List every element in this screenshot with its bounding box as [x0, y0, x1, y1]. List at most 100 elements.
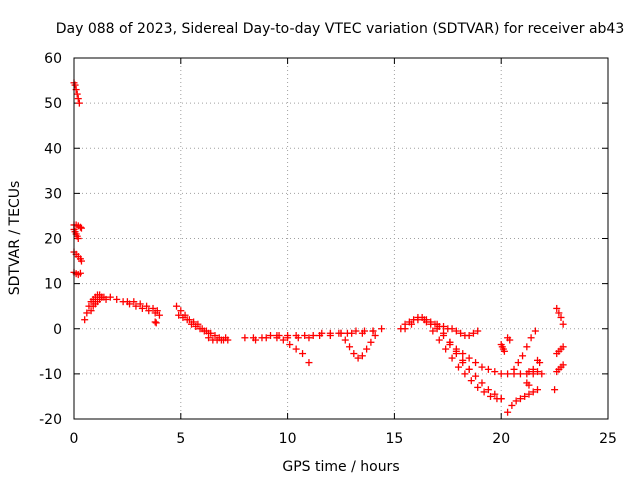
series-24 [497, 341, 508, 355]
data-point [205, 334, 213, 342]
data-point [491, 368, 499, 376]
data-point [350, 350, 358, 358]
data-point [491, 390, 499, 398]
data-point [521, 392, 529, 400]
data-point [267, 332, 275, 340]
data-point [83, 309, 91, 317]
x-tick-label: 5 [176, 431, 185, 447]
y-tick-label: 50 [44, 96, 62, 112]
data-point [506, 336, 514, 344]
data-point [305, 334, 313, 342]
data-point [519, 352, 527, 360]
data-point [294, 334, 302, 342]
data-point [363, 345, 371, 353]
data-point [123, 298, 131, 306]
data-point [192, 322, 200, 330]
y-axis-label: SDTVAR / TECUs [7, 181, 23, 296]
data-point [346, 343, 354, 351]
data-point [478, 379, 486, 387]
data-point [217, 336, 225, 344]
series-33 [553, 361, 567, 376]
data-point [348, 329, 356, 337]
data-point [279, 336, 287, 344]
data-point [326, 332, 334, 340]
data-point [516, 370, 524, 378]
data-point [149, 304, 157, 312]
data-point [316, 332, 324, 340]
series-30 [534, 356, 544, 367]
data-point [440, 329, 448, 337]
data-point [200, 327, 208, 335]
data-point [241, 334, 249, 342]
data-point [534, 368, 542, 376]
data-point [497, 370, 505, 378]
data-point [525, 390, 533, 398]
data-point [173, 302, 181, 310]
data-point [153, 307, 161, 315]
data-point [299, 350, 307, 358]
data-point [87, 307, 95, 315]
data-point [337, 329, 345, 337]
data-point [81, 316, 89, 324]
data-point [478, 363, 486, 371]
y-tick-label: 0 [53, 322, 62, 338]
series-26 [504, 386, 542, 416]
data-point [433, 320, 441, 328]
data-point [187, 320, 195, 328]
data-point [442, 345, 450, 353]
data-point [113, 295, 121, 303]
series-31 [553, 304, 567, 328]
data-point [136, 300, 144, 308]
y-tick-label: 10 [44, 277, 62, 293]
data-point [472, 372, 480, 380]
axis-ticks: 0 5 10 15 20 25 -20 -10 0 10 20 30 40 50 60 [39, 51, 617, 447]
data-point [369, 327, 377, 335]
data-point [151, 318, 159, 326]
series-1 [70, 79, 83, 107]
data-point [309, 332, 317, 340]
data-point [71, 81, 79, 89]
data-point [531, 327, 539, 335]
data-point [465, 332, 473, 340]
series-7 [87, 293, 110, 315]
data-point [538, 370, 546, 378]
data-point [358, 329, 366, 337]
data-point [529, 365, 537, 373]
data-point [284, 334, 292, 342]
data-point [74, 235, 82, 242]
data-point [559, 320, 567, 328]
data-point [536, 359, 544, 367]
data-point [155, 311, 163, 319]
data-point [196, 325, 204, 333]
data-point [553, 304, 561, 312]
data-point [448, 325, 456, 333]
data-point [77, 257, 85, 265]
data-point [457, 329, 465, 337]
data-point [262, 334, 270, 342]
data-point [465, 365, 473, 373]
x-axis-label: GPS time / hours [282, 459, 399, 475]
data-point [529, 388, 537, 396]
data-point [211, 332, 219, 340]
data-point [474, 383, 482, 391]
data-point [452, 327, 460, 335]
data-point [292, 345, 300, 353]
data-point [557, 313, 565, 321]
data-point [427, 320, 435, 328]
y-tick-label: 60 [44, 51, 62, 67]
series-18 [337, 329, 379, 362]
data-point [452, 350, 460, 358]
series-25 [504, 334, 514, 344]
data-point [484, 386, 492, 394]
data-point [175, 311, 183, 319]
series-9 [106, 293, 163, 319]
data-point [472, 359, 480, 367]
data-point [469, 329, 477, 337]
data-point [474, 327, 482, 335]
series-34 [551, 386, 559, 394]
data-point [516, 395, 524, 403]
data-point [73, 90, 81, 98]
series-29 [523, 379, 533, 389]
data-point [74, 95, 82, 103]
